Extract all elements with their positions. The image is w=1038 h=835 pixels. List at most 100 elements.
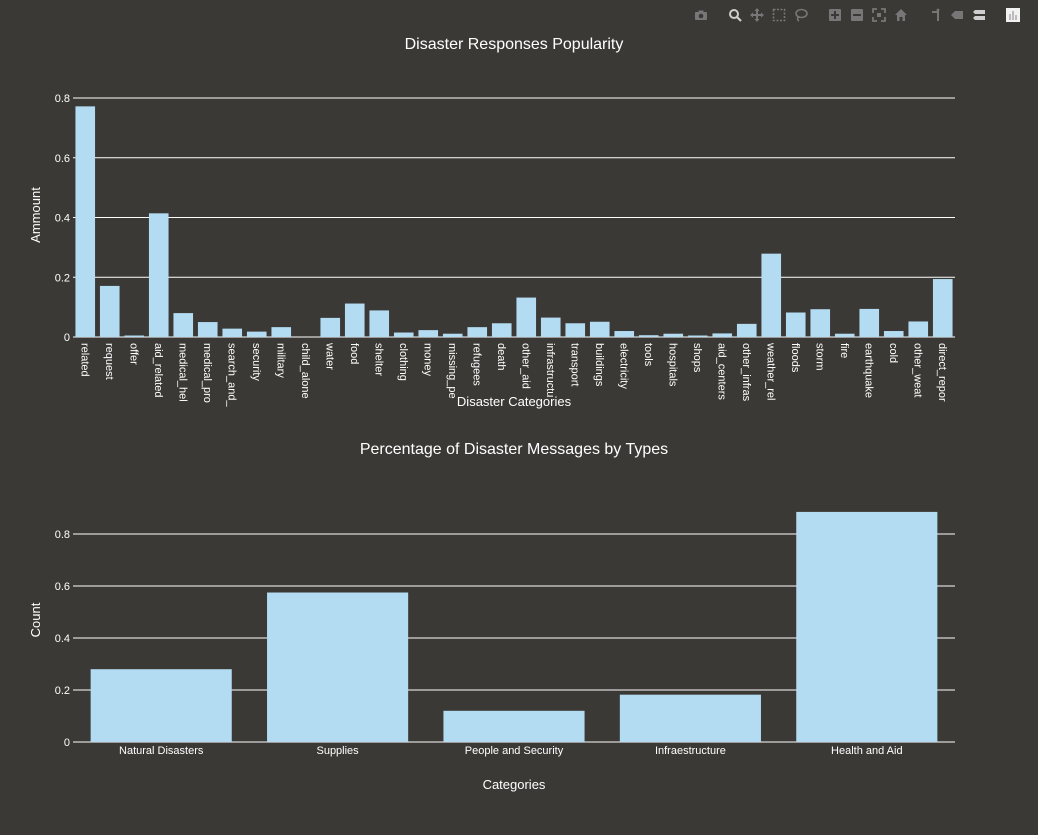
c1-x-tick-label: medical_pro — [201, 343, 213, 403]
hover-closest-icon[interactable] — [948, 6, 966, 24]
c2-x-tick-label: Natural Disasters — [119, 745, 204, 757]
c2-bar-health-and-aid[interactable] — [796, 511, 938, 742]
c1-x-tick-label: aid_related — [152, 343, 164, 397]
c1-bar-infrastructu[interactable] — [540, 317, 561, 337]
c1-x-tick-label: aid_centers — [715, 343, 727, 400]
c1-y-tick-label: 0.6 — [55, 153, 70, 165]
c1-bar-direct-repor[interactable] — [932, 279, 953, 337]
c2-y-tick-label: 0.6 — [55, 581, 70, 593]
c1-bar-hospitals[interactable] — [663, 333, 684, 337]
c1-bar-other-infras[interactable] — [736, 323, 757, 337]
c1-bar-shops[interactable] — [687, 335, 708, 337]
c1-x-tick-label: infrastructu — [544, 343, 556, 397]
c1-x-tick-label: money — [421, 343, 433, 377]
c1-bar-storm[interactable] — [810, 309, 831, 337]
c2-bar-natural-disasters[interactable] — [90, 669, 232, 742]
c1-bar-offer[interactable] — [124, 335, 145, 337]
c1-bar-aid-centers[interactable] — [712, 333, 733, 337]
c1-bar-buildings[interactable] — [589, 321, 610, 337]
lasso-select-icon[interactable] — [792, 6, 810, 24]
camera-icon[interactable] — [692, 6, 710, 24]
chart2-bars — [90, 511, 938, 743]
c1-bar-death[interactable] — [491, 323, 512, 337]
c1-bar-other-weat[interactable] — [908, 321, 929, 337]
plotly-logo-icon[interactable] — [1004, 6, 1022, 24]
c1-bar-missing-pe[interactable] — [442, 333, 463, 337]
chart1-y-ticks: 0 0.2 0.4 0.6 0.8 — [55, 93, 70, 344]
c1-bar-transport[interactable] — [565, 323, 586, 337]
c1-x-tick-label: search_and_ — [225, 343, 237, 407]
c1-x-tick-label: death — [495, 343, 507, 371]
chart1-x-axis-title: Disaster Categories — [457, 394, 572, 409]
c1-bar-water[interactable] — [320, 317, 341, 337]
c1-x-tick-label: offer — [127, 343, 139, 365]
c1-bar-cold[interactable] — [883, 331, 904, 337]
c1-bar-fire[interactable] — [834, 333, 855, 337]
c1-x-tick-label: military — [274, 343, 286, 378]
c1-x-tick-label: missing_pe — [446, 343, 458, 399]
c2-y-tick-label: 0.2 — [55, 685, 70, 697]
c1-bar-tools[interactable] — [638, 335, 659, 337]
c1-x-tick-label: child_alone — [299, 343, 311, 399]
c1-x-tick-label: storm — [813, 343, 825, 371]
c1-y-tick-label: 0.2 — [55, 272, 70, 284]
c1-bar-weather-rel[interactable] — [761, 253, 782, 337]
chart-responses-popularity: Disaster Responses Popularity 0 0.2 0.4 0.6… — [28, 36, 955, 409]
c1-bar-request[interactable] — [99, 285, 120, 337]
pan-icon[interactable] — [748, 6, 766, 24]
hover-compare-icon[interactable] — [970, 6, 988, 24]
c1-bar-shelter[interactable] — [369, 310, 390, 337]
c2-bar-people-and-security[interactable] — [443, 710, 585, 742]
c1-bar-refugees[interactable] — [467, 327, 488, 337]
c1-x-tick-label: clothing — [397, 343, 409, 381]
c2-x-tick-label: People and Security — [465, 745, 564, 757]
chart2-y-ticks: 0 0.2 0.4 0.6 0.8 — [55, 529, 70, 749]
c1-x-tick-label: shops — [691, 343, 703, 373]
c1-x-tick-label: water — [323, 342, 335, 370]
c2-bar-supplies[interactable] — [267, 592, 409, 743]
c1-bar-medical-hel[interactable] — [173, 313, 194, 337]
c1-bar-military[interactable] — [271, 327, 292, 337]
c1-x-tick-label: tools — [642, 343, 654, 367]
c1-bar-security[interactable] — [246, 331, 267, 337]
spike-lines-icon[interactable] — [926, 6, 944, 24]
c1-bar-electricity[interactable] — [614, 331, 635, 337]
modebar — [692, 6, 1022, 24]
chart2-y-axis-title: Count — [28, 602, 43, 637]
c1-x-tick-label: request — [103, 343, 115, 380]
c2-bar-infraestructure[interactable] — [619, 694, 761, 742]
c2-y-tick-label: 0 — [64, 737, 70, 749]
c1-bar-floods[interactable] — [785, 312, 806, 337]
c1-bar-money[interactable] — [418, 330, 439, 337]
chart-messages-by-type: Percentage of Disaster Messages by Types… — [28, 441, 955, 792]
c1-x-tick-label: earthquake — [862, 343, 874, 398]
autoscale-icon[interactable] — [870, 6, 888, 24]
c1-x-tick-label: weather_rel — [764, 342, 776, 400]
chart1-x-ticks: related request offer aid_related medical_he… — [78, 342, 948, 407]
c1-bar-search-and-[interactable] — [222, 328, 243, 337]
c2-x-tick-label: Supplies — [316, 745, 359, 757]
c1-bar-medical-pro[interactable] — [197, 322, 218, 337]
c1-x-tick-label: fire — [838, 343, 850, 358]
c2-x-tick-label: Health and Aid — [831, 745, 903, 757]
c1-y-tick-label: 0.4 — [55, 213, 70, 225]
c1-bar-food[interactable] — [344, 303, 365, 337]
zoom-out-icon[interactable] — [848, 6, 866, 24]
c1-y-tick-label: 0.8 — [55, 93, 70, 105]
c1-x-tick-label: related — [78, 343, 90, 377]
c1-x-tick-label: transport — [568, 343, 580, 386]
c1-x-tick-label: buildings — [593, 343, 605, 387]
reset-axes-icon[interactable] — [892, 6, 910, 24]
c1-y-tick-label: 0 — [64, 332, 70, 344]
c1-x-tick-label: security — [250, 343, 262, 381]
c1-x-tick-label: hospitals — [666, 343, 678, 387]
zoom-in-icon[interactable] — [826, 6, 844, 24]
box-select-icon[interactable] — [770, 6, 788, 24]
c1-x-tick-label: cold — [887, 343, 899, 363]
c1-bar-other-aid[interactable] — [516, 297, 537, 337]
zoom-icon[interactable] — [726, 6, 744, 24]
c1-bar-earthquake[interactable] — [859, 308, 880, 337]
c1-bar-clothing[interactable] — [393, 332, 414, 337]
c1-bar-related[interactable] — [75, 106, 96, 338]
c1-bar-aid-related[interactable] — [148, 213, 169, 337]
